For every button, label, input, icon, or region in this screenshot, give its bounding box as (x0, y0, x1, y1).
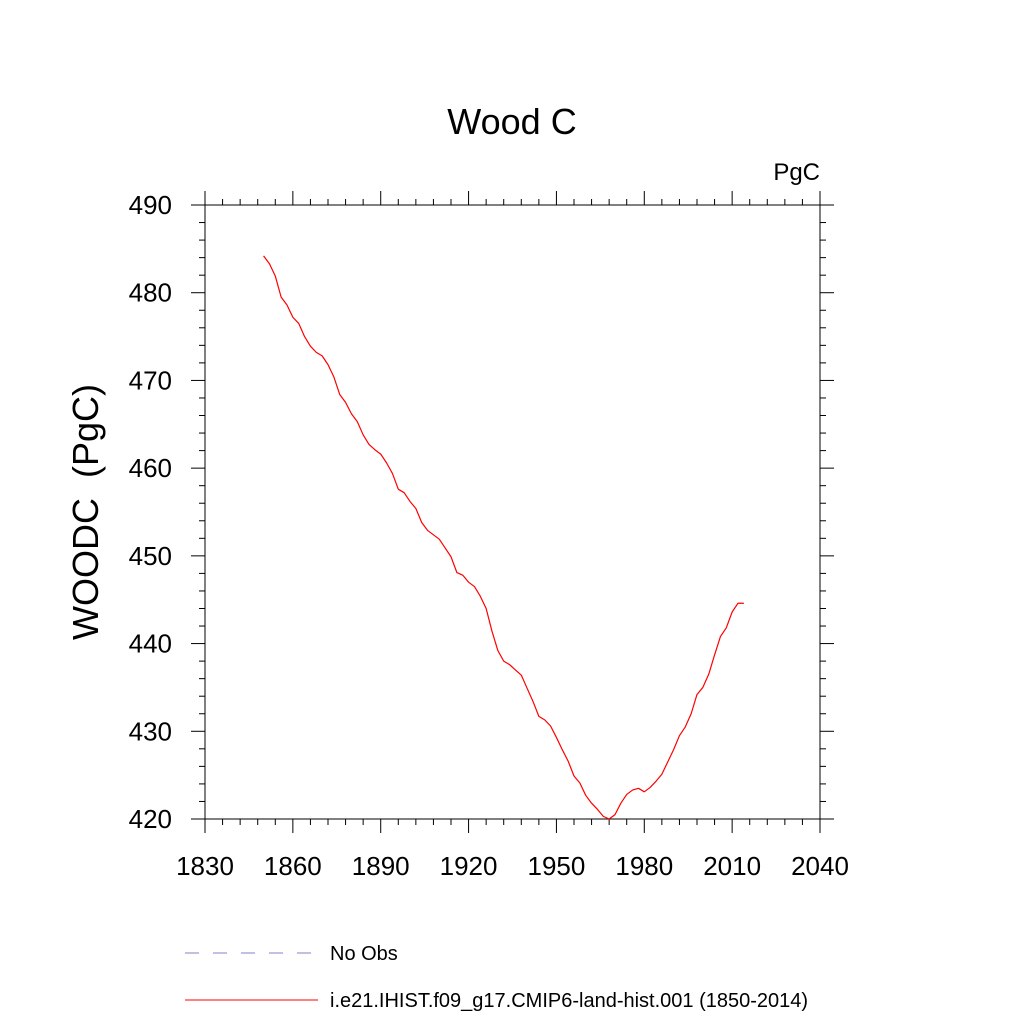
x-tick-label: 1830 (176, 851, 234, 881)
x-axis: 1830 1860 1890 1920 1950 1980 2010 2040 (176, 191, 849, 881)
chart-title: Wood C (447, 101, 576, 142)
y-tick-label: 430 (129, 716, 172, 746)
x-tick-label: 1890 (352, 851, 410, 881)
x-tick-label: 2040 (791, 851, 849, 881)
plot-frame (204, 204, 821, 820)
y-tick-label: 450 (129, 541, 172, 571)
legend: No Obs i.e21.IHIST.f09_g17.CMIP6-land-hi… (185, 943, 808, 1012)
y-axis: 420 430 440 450 460 470 480 490 (129, 190, 834, 834)
y-tick-label: 440 (129, 629, 172, 659)
legend-label-model: i.e21.IHIST.f09_g17.CMIP6-land-hist.001 … (330, 990, 808, 1012)
y-tick-label: 470 (129, 365, 172, 395)
x-tick-label: 1920 (440, 851, 498, 881)
series-line-0 (263, 255, 744, 820)
y-tick-label: 490 (129, 190, 172, 220)
series-group (263, 255, 744, 820)
y-axis-label: WOODC (PgC) (65, 384, 106, 640)
units-label: PgC (773, 159, 820, 186)
y-tick-label: 420 (129, 804, 172, 834)
x-tick-label: 1860 (264, 851, 322, 881)
legend-label-no-obs: No Obs (330, 943, 398, 965)
x-tick-label: 1950 (528, 851, 586, 881)
x-tick-label: 2010 (703, 851, 761, 881)
x-tick-label: 1980 (615, 851, 673, 881)
y-tick-label: 480 (129, 278, 172, 308)
y-tick-label: 460 (129, 453, 172, 483)
